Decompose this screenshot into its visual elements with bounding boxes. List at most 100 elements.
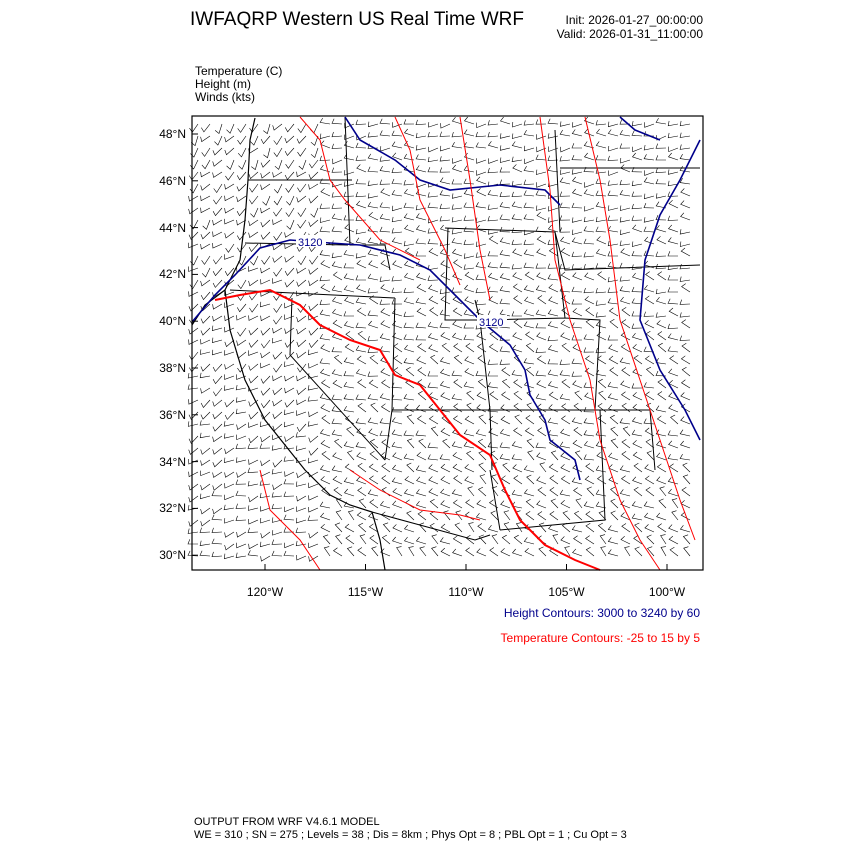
wind-barb bbox=[655, 167, 667, 174]
wind-barb bbox=[631, 417, 643, 425]
wind-barb bbox=[583, 116, 595, 125]
wind-barb bbox=[669, 463, 679, 473]
wind-barb bbox=[620, 343, 631, 353]
wind-barb bbox=[571, 371, 583, 377]
wind-barb bbox=[331, 429, 343, 437]
wind-barb bbox=[223, 385, 235, 391]
wind-barb bbox=[367, 193, 379, 199]
wind-barb bbox=[561, 343, 571, 353]
wind-barb bbox=[499, 298, 511, 305]
wind-barb bbox=[607, 287, 619, 293]
wind-barb bbox=[283, 550, 295, 557]
wind-barb bbox=[644, 355, 655, 365]
wind-barb bbox=[525, 342, 535, 353]
wind-barb bbox=[583, 430, 595, 437]
wind-barb bbox=[272, 219, 283, 225]
wind-barb bbox=[524, 296, 535, 305]
wind-barb bbox=[379, 179, 391, 185]
wind-barb bbox=[367, 273, 379, 281]
wind-barb bbox=[501, 534, 511, 545]
wind-barb bbox=[621, 403, 631, 413]
wind-barb bbox=[308, 495, 319, 501]
wind-barb bbox=[561, 307, 571, 317]
wind-barb bbox=[419, 546, 427, 557]
wind-barb bbox=[343, 381, 355, 389]
wind-barb bbox=[475, 241, 487, 247]
wind-barb bbox=[273, 207, 283, 217]
wind-barb bbox=[452, 452, 463, 461]
wind-barb bbox=[212, 219, 223, 226]
wind-barb bbox=[308, 327, 319, 336]
wind-barb bbox=[535, 393, 547, 401]
wind-barb bbox=[681, 319, 691, 329]
wind-barb bbox=[499, 285, 511, 293]
wind-barb bbox=[668, 146, 679, 153]
wind-barb bbox=[632, 344, 643, 353]
wind-barb bbox=[633, 463, 643, 473]
wind-barb bbox=[571, 188, 583, 197]
wind-barb bbox=[489, 547, 499, 557]
wind-barb bbox=[332, 319, 343, 329]
wind-barb bbox=[560, 332, 571, 341]
wind-barb bbox=[355, 178, 367, 185]
wind-barb bbox=[547, 358, 559, 365]
wind-barb bbox=[380, 320, 391, 329]
wind-barb bbox=[463, 152, 475, 161]
wind-barb bbox=[188, 339, 199, 345]
wind-barb bbox=[656, 320, 667, 329]
wind-barb bbox=[453, 354, 463, 365]
wind-barb bbox=[357, 487, 367, 497]
wind-barb bbox=[561, 379, 571, 389]
wind-barb bbox=[295, 527, 307, 533]
wind-barb bbox=[417, 379, 427, 389]
wind-barb bbox=[475, 261, 487, 269]
wind-barb bbox=[199, 550, 211, 557]
wind-barb bbox=[236, 207, 247, 217]
wind-barb bbox=[463, 441, 475, 449]
wind-barb bbox=[260, 315, 271, 322]
wind-barb bbox=[682, 474, 691, 485]
wind-barb bbox=[585, 546, 595, 557]
wind-barb bbox=[668, 404, 679, 413]
wind-barb bbox=[343, 394, 355, 401]
wind-barb bbox=[404, 476, 415, 485]
wind-barb bbox=[680, 355, 691, 365]
wind-barb bbox=[415, 251, 426, 257]
wind-barb bbox=[382, 522, 391, 533]
wind-barb bbox=[679, 276, 691, 282]
wind-barb bbox=[453, 475, 463, 485]
wind-barb bbox=[451, 164, 463, 173]
wind-barb bbox=[428, 295, 439, 305]
wind-barb bbox=[560, 536, 571, 545]
wind-barb bbox=[200, 447, 211, 455]
lat-tick-label: 40°N bbox=[159, 314, 186, 329]
wind-barb bbox=[451, 117, 463, 125]
wind-barb bbox=[607, 155, 619, 161]
wind-barb bbox=[536, 146, 547, 153]
wind-barb bbox=[285, 159, 295, 169]
wind-barb bbox=[644, 320, 655, 329]
lat-tick-label: 46°N bbox=[159, 173, 186, 188]
wind-barb bbox=[452, 548, 463, 557]
wind-barb bbox=[511, 133, 523, 139]
wind-barb bbox=[464, 415, 475, 425]
wind-barb bbox=[523, 249, 535, 257]
wind-barb bbox=[595, 263, 606, 269]
wind-barb bbox=[667, 323, 679, 330]
wind-barb bbox=[463, 178, 475, 185]
wind-barb bbox=[250, 135, 259, 146]
wind-barb bbox=[668, 392, 679, 401]
wind-barb bbox=[284, 255, 295, 263]
wind-barb bbox=[321, 451, 331, 461]
wind-barb bbox=[607, 298, 619, 305]
wind-barb bbox=[572, 344, 583, 353]
wind-barb bbox=[621, 451, 631, 461]
wind-barb bbox=[608, 464, 619, 473]
wind-barb bbox=[598, 390, 607, 401]
wind-barb bbox=[655, 143, 667, 149]
wind-barb bbox=[499, 167, 511, 173]
wind-barb bbox=[572, 464, 583, 473]
wind-barb bbox=[513, 427, 523, 437]
wind-barb bbox=[272, 375, 283, 382]
wind-barb bbox=[608, 452, 619, 461]
